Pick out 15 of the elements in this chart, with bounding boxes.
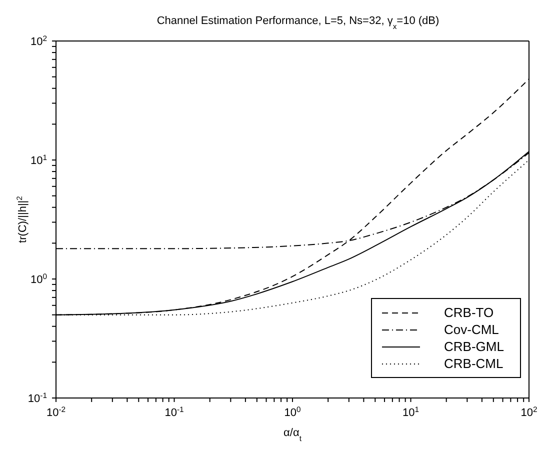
y-tick-label: 10$^{0}$ — [30, 272, 47, 286]
x-tick-label: 10$^{-1}$ — [164, 404, 184, 419]
y-tick-label: 10$^{2}$ — [30, 34, 47, 48]
legend-label: CRB-TO — [444, 305, 494, 320]
x-axis-title: α/α$_{t}$ — [284, 427, 302, 442]
chart-title: Channel Estimation Performance, L=5, Ns=32, γ$_{x}$=10 (dB) — [156, 15, 440, 30]
legend-label: Cov-CML — [444, 322, 499, 337]
y-tick-label: 10$^{-1}$ — [28, 390, 47, 405]
x-tick-label: 10$^{1}$ — [402, 404, 420, 419]
y-tick-label: 10$^{1}$ — [30, 152, 47, 167]
x-tick-label: 10$^{2}$ — [520, 404, 538, 419]
legend-label: CRB-CML — [444, 356, 504, 371]
legend-label: CRB-GML — [444, 339, 504, 354]
x-tick-label: 10$^{0}$ — [284, 404, 301, 419]
x-tick-label: 10$^{-2}$ — [46, 404, 66, 419]
